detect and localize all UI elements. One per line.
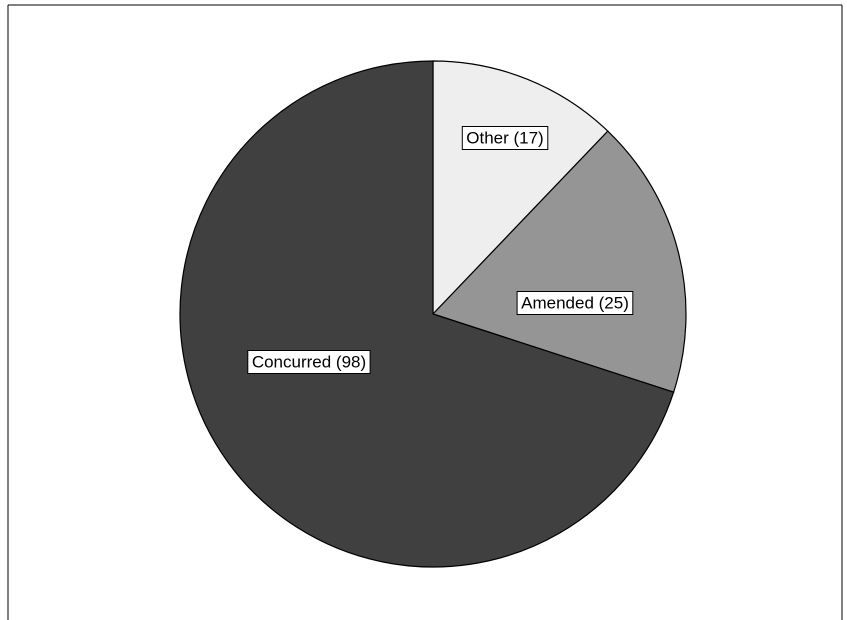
slice-label-box [461, 126, 549, 150]
slice-label-other: Other (17) [461, 126, 549, 150]
slice-label-text: Other (17) [466, 129, 543, 148]
pie-slice-concurred [179, 60, 675, 568]
pie-slice-amended [431, 130, 687, 393]
slice-label-box [516, 291, 634, 315]
labels-layer: Other (17) Amended (25) Concurred (98) [247, 126, 634, 374]
slice-label-text: Concurred (98) [252, 353, 366, 372]
slice-label-text: Amended (25) [521, 294, 629, 313]
slices-layer [179, 60, 687, 568]
pie-slice-other [432, 60, 609, 316]
slice-label-box [247, 350, 371, 374]
slice-label-concurred: Concurred (98) [247, 350, 371, 374]
slice-label-amended: Amended (25) [516, 291, 634, 315]
